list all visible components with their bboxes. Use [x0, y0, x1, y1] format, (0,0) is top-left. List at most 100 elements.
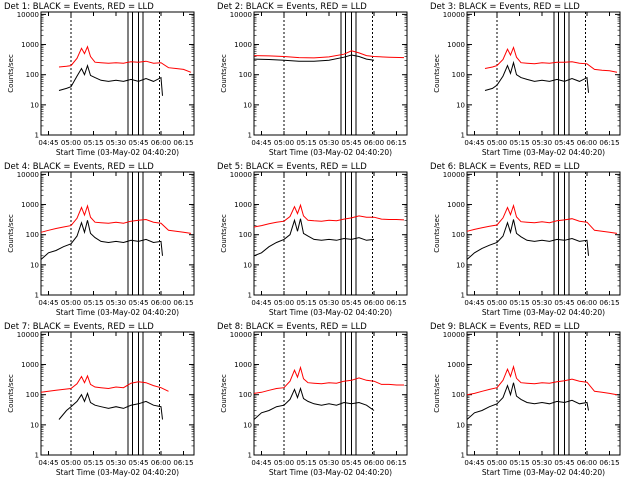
- panel-det-4: Det 4: BLACK = Events, RED = LLD Counts/s…: [4, 162, 195, 317]
- y-tick-label: 1: [35, 132, 39, 140]
- plot-frame: [466, 11, 621, 136]
- plot-frame: [466, 171, 621, 296]
- x-tick-label: 05:00: [274, 459, 294, 467]
- events-series-line: [253, 54, 375, 62]
- x-tick-label: 05:45: [554, 459, 574, 467]
- panel-det-9: Det 9: BLACK = Events, RED = LLD Counts/s…: [430, 322, 621, 477]
- x-tick-label: 05:30: [106, 459, 126, 467]
- lld-series-line: [466, 203, 618, 234]
- y-axis-label: Counts/sec: [433, 214, 441, 253]
- plot-frame: [40, 11, 195, 136]
- x-axis-label: Start Time (03-May-02 04:40:20): [269, 308, 392, 317]
- y-axis-label: Counts/sec: [220, 214, 228, 253]
- plot-frame: [40, 171, 195, 296]
- x-axis-label: Start Time (03-May-02 04:40:20): [482, 468, 605, 477]
- x-tick-label: 04:45: [251, 299, 271, 307]
- events-series-line: [253, 386, 375, 420]
- x-tick-label: 05:15: [296, 139, 316, 147]
- x-tick-label: 05:30: [319, 299, 339, 307]
- x-tick-label: 05:15: [83, 459, 103, 467]
- x-tick-label: 05:00: [61, 139, 81, 147]
- panel-title: Det 7: BLACK = Events, RED = LLD: [4, 322, 154, 332]
- panel-title: Det 3: BLACK = Events, RED = LLD: [430, 2, 580, 12]
- x-axis-label: Start Time (03-May-02 04:40:20): [269, 148, 392, 157]
- x-tick-label: 04:45: [464, 459, 484, 467]
- y-tick-label: 10000: [17, 171, 39, 179]
- x-tick-label: 06:00: [151, 299, 171, 307]
- panel-det-7: Det 7: BLACK = Events, RED = LLD Counts/s…: [4, 322, 195, 477]
- y-tick-label: 10: [243, 101, 252, 109]
- y-tick-label: 100: [26, 71, 39, 79]
- y-tick-label: 1000: [447, 361, 465, 369]
- y-axis-label: Counts/sec: [433, 374, 441, 413]
- x-tick-label: 05:00: [487, 139, 507, 147]
- y-tick-label: 1000: [21, 201, 39, 209]
- panel-det-6: Det 6: BLACK = Events, RED = LLD Counts/s…: [430, 162, 621, 317]
- plot-frame: [253, 331, 408, 456]
- x-tick-label: 05:15: [509, 299, 529, 307]
- events-series-line: [484, 60, 589, 93]
- y-axis-label: Counts/sec: [7, 214, 15, 253]
- y-tick-label: 10: [30, 101, 39, 109]
- y-tick-label: 10: [243, 261, 252, 269]
- x-axis-label: Start Time (03-May-02 04:40:20): [56, 468, 179, 477]
- x-tick-label: 06:15: [173, 139, 193, 147]
- x-tick-label: 06:15: [173, 459, 193, 467]
- y-tick-label: 1: [461, 452, 465, 460]
- y-tick-label: 10: [456, 261, 465, 269]
- x-tick-label: 04:45: [38, 459, 58, 467]
- panel-title: Det 9: BLACK = Events, RED = LLD: [430, 322, 580, 332]
- x-tick-label: 05:45: [341, 139, 361, 147]
- plot-frame: [466, 331, 621, 456]
- x-axis-label: Start Time (03-May-02 04:40:20): [269, 468, 392, 477]
- y-tick-label: 100: [26, 391, 39, 399]
- x-axis-label: Start Time (03-May-02 04:40:20): [482, 308, 605, 317]
- x-tick-label: 06:15: [386, 459, 406, 467]
- y-tick-label: 1000: [447, 41, 465, 49]
- y-tick-label: 1: [248, 452, 252, 460]
- x-tick-label: 06:15: [173, 299, 193, 307]
- y-tick-label: 100: [452, 231, 465, 239]
- events-series-line: [466, 219, 589, 260]
- x-axis-label: Start Time (03-May-02 04:40:20): [56, 148, 179, 157]
- y-tick-label: 1: [35, 292, 39, 300]
- events-series-line: [253, 218, 375, 257]
- x-axis-label: Start Time (03-May-02 04:40:20): [56, 308, 179, 317]
- panel-title: Det 2: BLACK = Events, RED = LLD: [217, 2, 367, 12]
- x-tick-label: 05:15: [509, 459, 529, 467]
- y-axis-label: Counts/sec: [433, 54, 441, 93]
- y-tick-label: 1: [248, 292, 252, 300]
- x-tick-label: 05:00: [61, 299, 81, 307]
- panel-title: Det 6: BLACK = Events, RED = LLD: [430, 162, 580, 172]
- y-tick-label: 1: [248, 132, 252, 140]
- y-tick-label: 100: [452, 391, 465, 399]
- x-tick-label: 06:00: [364, 299, 384, 307]
- x-tick-label: 06:00: [364, 459, 384, 467]
- x-tick-label: 05:30: [532, 459, 552, 467]
- y-tick-label: 1: [461, 292, 465, 300]
- x-tick-label: 05:15: [296, 459, 316, 467]
- events-series-line: [40, 220, 163, 260]
- x-tick-label: 05:00: [487, 459, 507, 467]
- y-axis-label: Counts/sec: [7, 374, 15, 413]
- x-tick-label: 05:00: [274, 299, 294, 307]
- plot-frame: [40, 331, 195, 456]
- y-tick-label: 10000: [230, 171, 252, 179]
- y-axis-label: Counts/sec: [220, 374, 228, 413]
- panel-det-2: Det 2: BLACK = Events, RED = LLD Counts/s…: [217, 2, 408, 157]
- x-tick-label: 05:15: [296, 299, 316, 307]
- y-tick-label: 100: [452, 71, 465, 79]
- x-tick-label: 04:45: [38, 299, 58, 307]
- y-tick-label: 10: [30, 261, 39, 269]
- x-tick-label: 05:15: [83, 299, 103, 307]
- y-tick-label: 10000: [443, 11, 465, 19]
- x-tick-label: 06:00: [577, 459, 597, 467]
- x-tick-label: 06:15: [386, 299, 406, 307]
- x-axis-label: Start Time (03-May-02 04:40:20): [482, 148, 605, 157]
- panel-title: Det 8: BLACK = Events, RED = LLD: [217, 322, 367, 332]
- x-tick-label: 05:00: [61, 459, 81, 467]
- x-tick-label: 05:45: [128, 139, 148, 147]
- y-tick-label: 100: [239, 231, 252, 239]
- y-axis-label: Counts/sec: [7, 54, 15, 93]
- y-tick-label: 1000: [21, 41, 39, 49]
